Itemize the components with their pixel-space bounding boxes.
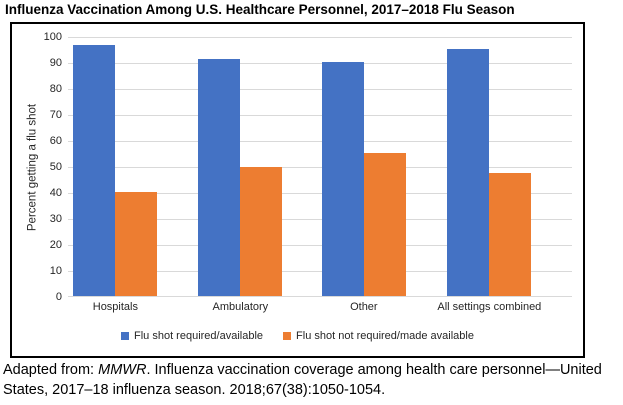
y-tick-label: 40	[49, 187, 62, 199]
x-axis-label: Ambulatory	[212, 301, 269, 313]
y-tick-label: 50	[49, 161, 62, 173]
caption-line1-rest: . Influenza vaccination coverage among h…	[146, 362, 602, 378]
y-tick-label: 20	[49, 239, 62, 251]
y-tick-label: 0	[55, 291, 62, 303]
legend-label: Flu shot not required/made available	[296, 330, 474, 342]
gridline	[68, 271, 572, 272]
y-axis-ticks: 0 10 20 30 40 50 60 70 80 90 100	[12, 31, 62, 303]
chart-title: Influenza Vaccination Among U.S. Healthc…	[5, 2, 515, 17]
legend-label: Flu shot required/available	[134, 330, 264, 342]
bar-flu-shot-required-available	[321, 62, 364, 296]
y-tick-label: 90	[49, 57, 62, 69]
caption-line2: States, 2017–18 influenza season. 2018;6…	[3, 382, 386, 398]
bar-group-other	[321, 62, 406, 296]
gridline	[68, 115, 572, 116]
y-tick-label: 70	[49, 109, 62, 121]
bar-flu-shot-required-available	[447, 49, 490, 296]
caption-journal-name: MMWR	[98, 362, 147, 378]
gridline	[68, 219, 572, 220]
source-caption: Adapted from: MMWR. Influenza vaccinatio…	[3, 360, 621, 400]
bar-flu-shot-required-available	[198, 59, 241, 296]
bar-group-hospitals	[73, 45, 158, 296]
legend-swatch	[121, 332, 129, 340]
plot-area	[68, 37, 572, 297]
bar-flu-shot-not-required-made-available	[489, 172, 532, 296]
gridline	[68, 167, 572, 168]
gridline	[68, 37, 572, 38]
y-tick-label: 100	[43, 31, 62, 43]
gridline	[68, 89, 572, 90]
x-axis-label: Hospitals	[92, 301, 138, 313]
bar-flu-shot-not-required-made-available	[115, 192, 158, 296]
x-axis-label: Other	[350, 301, 378, 313]
y-tick-label: 10	[49, 265, 62, 277]
caption-prefix: Adapted from:	[3, 362, 99, 378]
chart-frame: Percent getting a flu shot 0 10 20 30 40 50 60…	[10, 22, 585, 358]
y-tick-label: 60	[49, 135, 62, 147]
legend: Flu shot required/available Flu shot not …	[12, 330, 583, 342]
bar-flu-shot-required-available	[73, 45, 116, 296]
y-tick-label: 80	[49, 83, 62, 95]
gridline	[68, 245, 572, 246]
bar-group-ambulatory	[198, 59, 283, 296]
gridline	[68, 193, 572, 194]
bar-flu-shot-not-required-made-available	[363, 153, 406, 296]
y-tick-label: 30	[49, 213, 62, 225]
legend-item: Flu shot not required/made available	[283, 330, 474, 342]
legend-swatch	[283, 332, 292, 340]
x-axis-label: All settings combined	[437, 301, 542, 313]
gridline	[68, 63, 572, 64]
legend-item: Flu shot required/available	[121, 330, 263, 342]
bar-flu-shot-not-required-made-available	[240, 167, 283, 296]
gridline	[68, 141, 572, 142]
bar-group-all-settings-combined	[447, 49, 532, 296]
